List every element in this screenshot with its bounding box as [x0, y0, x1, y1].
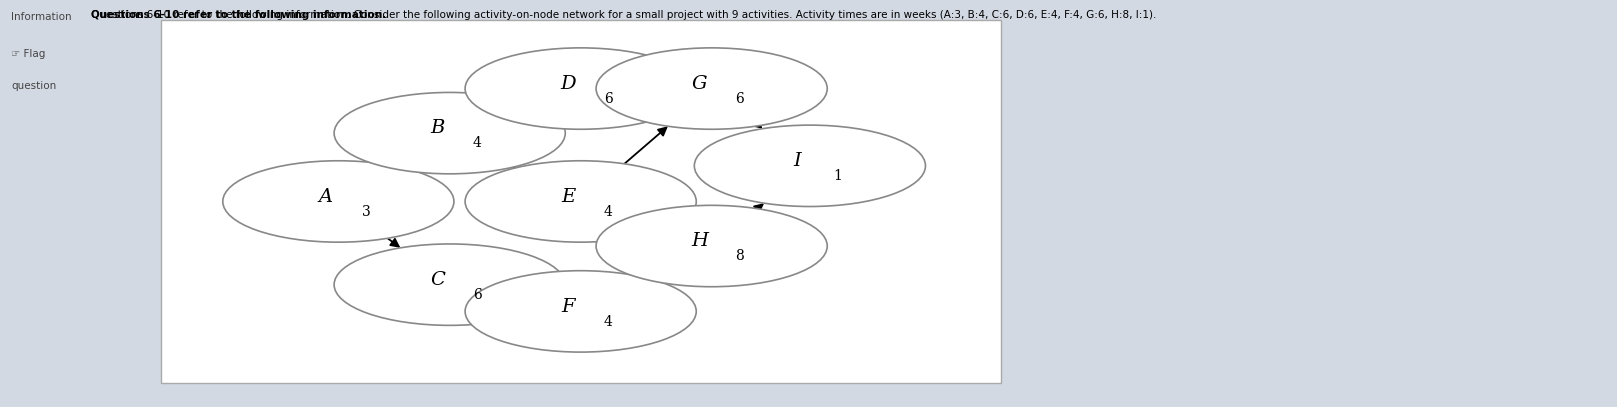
Ellipse shape	[466, 161, 697, 242]
Text: 8: 8	[736, 249, 744, 263]
Text: 6: 6	[605, 92, 613, 106]
Text: H: H	[690, 232, 708, 250]
Text: G: G	[692, 74, 707, 93]
Text: Questions 6-10 refer to the following information. Consider the following activi: Questions 6-10 refer to the following in…	[92, 10, 1156, 20]
Text: A: A	[319, 188, 333, 206]
Ellipse shape	[597, 48, 828, 129]
Ellipse shape	[335, 244, 566, 325]
Ellipse shape	[335, 92, 566, 174]
Text: C: C	[430, 271, 445, 289]
Text: B: B	[430, 119, 445, 137]
Text: ☞ Flag: ☞ Flag	[11, 49, 45, 59]
Text: 3: 3	[362, 205, 370, 219]
Ellipse shape	[223, 161, 454, 242]
Text: 4: 4	[605, 205, 613, 219]
Text: 6: 6	[736, 92, 744, 106]
Text: 4: 4	[605, 315, 613, 328]
Text: 6: 6	[474, 288, 482, 302]
Ellipse shape	[694, 125, 925, 206]
Ellipse shape	[466, 271, 697, 352]
Text: question: question	[11, 81, 57, 92]
Text: 4: 4	[474, 136, 482, 150]
Text: D: D	[561, 74, 576, 93]
Text: I: I	[794, 152, 802, 170]
Text: Questions 6-10 refer to the following information.: Questions 6-10 refer to the following in…	[92, 10, 386, 20]
Ellipse shape	[466, 48, 697, 129]
Text: E: E	[561, 188, 576, 206]
Text: 1: 1	[833, 169, 842, 183]
Text: Information: Information	[11, 12, 73, 22]
Ellipse shape	[597, 205, 828, 287]
Text: F: F	[561, 298, 576, 315]
FancyBboxPatch shape	[160, 20, 1001, 383]
